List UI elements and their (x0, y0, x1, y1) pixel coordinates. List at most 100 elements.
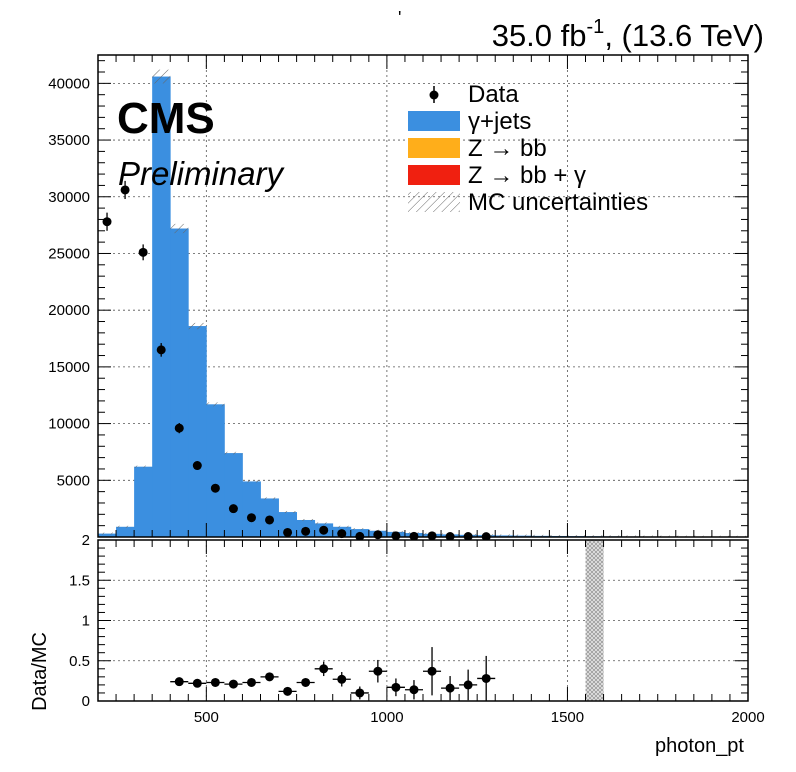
legend-swatch-mc-uncertainties (408, 192, 460, 212)
main-stack (98, 76, 748, 537)
mc-uncertainty-segment (567, 535, 586, 537)
data-point (120, 185, 130, 195)
main-y-tick-label: 10000 (48, 416, 90, 433)
ratio-point (337, 674, 347, 684)
mc-uncertainty-segment (98, 532, 117, 535)
mc-uncertainty-segment (531, 534, 550, 537)
data-point (174, 423, 184, 433)
ratio-point (409, 685, 419, 695)
mc-uncertainty-segment (513, 534, 532, 537)
data-point (246, 513, 256, 523)
x-tick-label: 500 (194, 709, 219, 726)
ratio-band-rect (585, 540, 604, 701)
data-point (319, 525, 329, 535)
ratio-point (192, 678, 202, 688)
mc-uncertainty-segment (260, 497, 279, 500)
mc-uncertainty-segment (278, 511, 297, 514)
ratio-point (210, 677, 220, 687)
data-point (337, 529, 347, 539)
ratio-axis-ticks: 0 0.5 1 1.5 2 500 1000 1500 2000 (69, 532, 765, 726)
ratio-point (228, 679, 238, 689)
legend-swatch-z-bb-gamma (408, 165, 460, 185)
legend-swatch-gamma-jets (408, 111, 460, 131)
x-axis-label: photon_pt (655, 735, 744, 757)
mc-uncertainty-segment (621, 535, 640, 537)
main-y-tick-label: 5000 (57, 472, 90, 489)
ratio-point (301, 677, 311, 687)
legend-label-gamma-jets: γ+jets (468, 108, 531, 135)
lumi-label: 35.0 fb-1, (13.6 TeV) (492, 16, 764, 53)
legend-label-mc-uncertainties: MC uncertainties (468, 189, 648, 216)
mc-uncertainty-segment (206, 402, 225, 407)
data-point (138, 247, 148, 257)
mc-uncertainty-segment (296, 518, 315, 521)
ratio-point (481, 673, 491, 683)
data-point (265, 515, 275, 525)
mc-uncertainty-segment (332, 525, 351, 528)
ratio-point (246, 677, 256, 687)
mc-uncertainty-segment (314, 522, 333, 525)
ratio-y-tick-label: 2 (82, 532, 90, 549)
x-tick-label: 2000 (731, 709, 764, 726)
ratio-ylabel: Data/MC (29, 632, 51, 711)
mc-bar-gamma-jets (206, 404, 225, 537)
data-point (391, 531, 401, 541)
ratio-y-tick-label: 0 (82, 693, 90, 710)
main-y-tick-label: 20000 (48, 302, 90, 319)
ratio-point (265, 672, 275, 682)
main-y-tick-label: 30000 (48, 189, 90, 206)
legend-entry-z-bb: Z → bb (408, 135, 547, 162)
mc-uncertainty-segment (188, 322, 207, 330)
mc-bar-gamma-jets (134, 466, 153, 537)
mc-bar-gamma-jets (116, 526, 135, 537)
data-point (301, 526, 311, 536)
ratio-shaded-band (585, 540, 604, 701)
main-y-tick-label: 25000 (48, 245, 90, 262)
ratio-point (427, 666, 437, 676)
mc-bar-gamma-jets (98, 533, 117, 537)
energy-label: , (13.6 TeV) (604, 18, 764, 53)
legend-label-data: Data (468, 81, 519, 108)
data-point (210, 483, 220, 493)
header-mark: ' (398, 8, 401, 28)
mc-bar-gamma-jets (278, 512, 298, 537)
mc-uncertainty-segment (224, 451, 243, 455)
legend-label-z-bb: Z → bb (468, 135, 547, 162)
data-point (373, 530, 383, 540)
data-point (102, 217, 112, 227)
data-point (192, 461, 202, 471)
data-point (283, 527, 293, 537)
legend-entry-data: Data (429, 81, 519, 108)
ratio-point (463, 680, 473, 690)
mc-bar-gamma-jets (152, 76, 171, 537)
mc-uncertainty-segment (350, 528, 369, 531)
ratio-points (170, 647, 496, 701)
mc-uncertainty-segment (170, 223, 189, 234)
ratio-point (391, 682, 401, 692)
cms-label: CMS (117, 94, 215, 143)
ratio-point (445, 683, 455, 693)
main-y-tick-label: 15000 (48, 359, 90, 376)
status-label: Preliminary (118, 155, 286, 192)
legend-entry-mc-uncertainties: MC uncertainties (408, 189, 648, 216)
mc-bar-gamma-jets (242, 481, 261, 537)
mc-bar-gamma-jets (188, 326, 207, 537)
ratio-grid (98, 540, 748, 701)
ratio-point (174, 677, 184, 687)
mc-uncertainty-segment (603, 535, 622, 537)
lumi-value: 35.0 fb (492, 18, 587, 53)
mc-bar-gamma-jets (170, 228, 189, 537)
lumi-exponent: -1 (587, 16, 605, 38)
legend-label-z-bb-gamma: Z → bb + γ (468, 162, 586, 189)
ratio-y-tick-label: 1 (82, 613, 90, 630)
x-tick-label: 1000 (370, 709, 403, 726)
ratio-point (355, 688, 365, 698)
mc-uncertainty-segment (585, 535, 604, 537)
mc-uncertainty-segment (495, 534, 514, 537)
mc-uncertainty-segment (116, 525, 135, 528)
data-point (228, 504, 238, 514)
mc-uncertainty-segment (549, 534, 568, 537)
data-point (156, 345, 166, 355)
ratio-point (283, 686, 293, 696)
